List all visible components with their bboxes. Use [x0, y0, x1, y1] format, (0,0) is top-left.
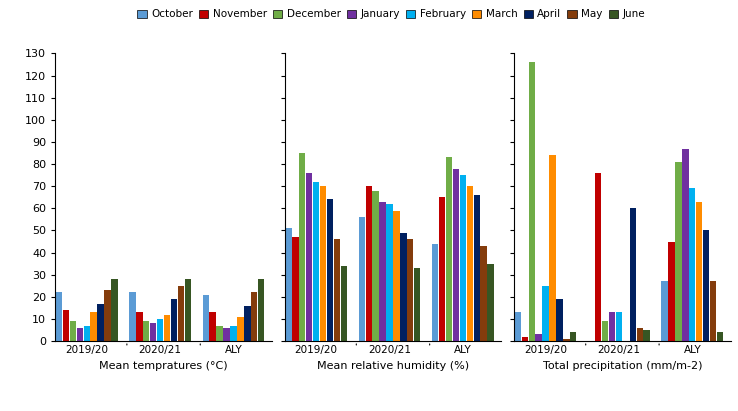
Bar	[77, 328, 83, 341]
Bar	[164, 314, 170, 341]
Legend: October, November, December, January, February, March, April, May, June: October, November, December, January, Fe…	[134, 5, 649, 23]
Bar	[359, 217, 365, 341]
Bar	[460, 175, 466, 341]
Bar	[602, 321, 608, 341]
Bar	[439, 197, 445, 341]
Bar	[244, 306, 250, 341]
X-axis label: Mean tempratures (°C): Mean tempratures (°C)	[99, 361, 228, 371]
Bar	[63, 310, 69, 341]
Bar	[536, 335, 542, 341]
Bar	[104, 290, 111, 341]
Bar	[414, 268, 421, 341]
Bar	[542, 286, 549, 341]
Bar	[379, 202, 386, 341]
Bar	[717, 332, 723, 341]
X-axis label: Mean relative humidity (%): Mean relative humidity (%)	[317, 361, 469, 371]
Bar	[446, 157, 452, 341]
Bar	[97, 303, 104, 341]
Bar	[365, 186, 372, 341]
Bar	[313, 182, 320, 341]
Bar	[334, 239, 340, 341]
Bar	[615, 312, 622, 341]
Bar	[69, 321, 76, 341]
Bar	[224, 328, 230, 341]
Bar	[669, 242, 675, 341]
Bar	[230, 326, 237, 341]
Bar	[703, 231, 709, 341]
Bar	[466, 186, 473, 341]
Bar	[320, 186, 326, 341]
Bar	[341, 266, 347, 341]
Bar	[644, 330, 650, 341]
Bar	[393, 210, 400, 341]
Bar	[514, 312, 521, 341]
Bar	[292, 237, 299, 341]
Bar	[184, 279, 191, 341]
Bar	[210, 312, 216, 341]
Bar	[237, 317, 244, 341]
Bar	[570, 332, 576, 341]
Bar	[637, 328, 643, 341]
Bar	[111, 279, 117, 341]
Bar	[386, 204, 393, 341]
Bar	[286, 228, 292, 341]
Bar	[178, 286, 184, 341]
Bar	[327, 199, 333, 341]
Bar	[251, 293, 258, 341]
Bar	[157, 319, 163, 341]
X-axis label: Total precipitation (mm/m-2): Total precipitation (mm/m-2)	[542, 361, 702, 371]
Bar	[83, 326, 90, 341]
Bar	[91, 312, 97, 341]
Bar	[453, 169, 459, 341]
Bar	[373, 191, 379, 341]
Bar	[143, 321, 149, 341]
Bar	[480, 246, 487, 341]
Bar	[432, 244, 438, 341]
Bar	[170, 299, 177, 341]
Bar	[630, 208, 636, 341]
Bar	[522, 337, 528, 341]
Bar	[682, 149, 689, 341]
Bar	[595, 173, 601, 341]
Bar	[696, 202, 703, 341]
Bar	[136, 312, 142, 341]
Bar	[528, 62, 535, 341]
Bar	[474, 195, 480, 341]
Bar	[661, 282, 668, 341]
Bar	[407, 239, 413, 341]
Bar	[258, 279, 264, 341]
Bar	[675, 162, 682, 341]
Bar	[299, 153, 306, 341]
Bar	[129, 293, 136, 341]
Bar	[549, 155, 556, 341]
Bar	[56, 293, 62, 341]
Bar	[487, 264, 494, 341]
Bar	[556, 299, 562, 341]
Bar	[563, 339, 570, 341]
Bar	[216, 326, 223, 341]
Bar	[306, 173, 312, 341]
Bar	[400, 233, 407, 341]
Bar	[710, 282, 717, 341]
Bar	[202, 295, 209, 341]
Bar	[609, 312, 615, 341]
Bar	[689, 188, 695, 341]
Bar	[150, 323, 156, 341]
